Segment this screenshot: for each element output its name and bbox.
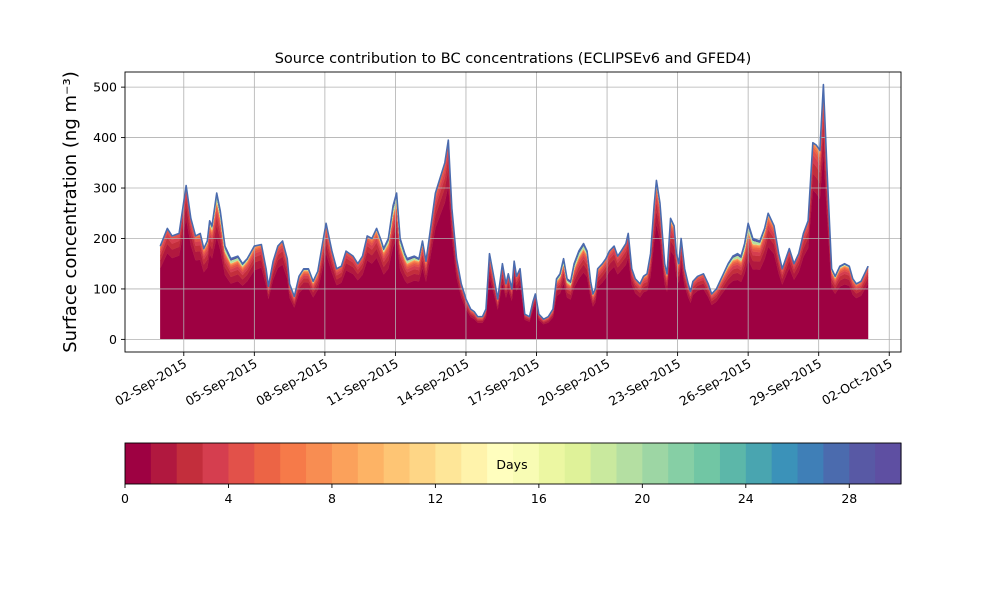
colorbar-swatch-4 [228, 443, 255, 484]
colorbar-swatch-18 [590, 443, 618, 484]
colorbar-swatch-23 [719, 443, 747, 484]
colorbar-tick-label: 24 [738, 491, 754, 506]
colorbar-swatch-17 [564, 443, 592, 484]
colorbar-swatch-22 [694, 443, 721, 484]
y-tick-label: 100 [93, 281, 117, 296]
y-tick-label: 500 [93, 80, 117, 95]
colorbar-swatch-2 [176, 443, 204, 484]
colorbar-swatch-16 [538, 443, 566, 484]
colorbar-swatch-3 [202, 443, 230, 484]
colorbar-tick-label: 8 [328, 491, 336, 506]
colorbar-swatch-12 [435, 443, 462, 484]
colorbar-swatch-5 [254, 443, 281, 484]
colorbar-swatch-7 [306, 443, 333, 484]
colorbar-swatch-29 [875, 443, 902, 484]
colorbar-swatch-24 [745, 443, 773, 484]
colorbar-tick-label: 28 [841, 491, 857, 506]
colorbar-swatch-25 [771, 443, 799, 484]
chart-title: Source contribution to BC concentrations… [275, 51, 752, 67]
colorbar-swatch-6 [280, 443, 307, 484]
y-tick-label: 0 [109, 332, 117, 347]
total-line-group [159, 83, 869, 321]
y-tick-label: 200 [93, 231, 117, 246]
colorbar-swatch-1 [150, 443, 178, 484]
colorbar-label: Days [496, 457, 527, 472]
colorbar-swatch-8 [331, 443, 359, 484]
colorbar-ticks: 0 4 8 12 16 20 24 28 [121, 484, 857, 506]
y-axis-label: Surface concentration (ng m⁻³) [60, 71, 81, 353]
colorbar-swatch-10 [383, 443, 411, 484]
y-tick-label: 300 [93, 181, 117, 196]
colorbar-tick-label: 0 [121, 491, 129, 506]
colorbar-tick-label: 16 [531, 491, 547, 506]
total-concentration-line [159, 83, 869, 321]
plot-frame [124, 71, 902, 353]
colorbar-swatch-26 [797, 443, 824, 484]
colorbar-swatch-13 [461, 443, 488, 484]
y-tick-label: 400 [93, 130, 117, 145]
colorbar-tick-label: 20 [634, 491, 650, 506]
colorbar-swatch-9 [357, 443, 385, 484]
colorbar-tick-label: 12 [427, 491, 443, 506]
colorbar-swatch-14 [487, 443, 514, 484]
colorbar-frame [124, 442, 902, 485]
colorbar-swatch-11 [409, 443, 436, 484]
colorbar-swatch-0 [125, 443, 152, 484]
colorbar-tick-label: 4 [224, 491, 232, 506]
colorbar-swatch-28 [849, 443, 876, 484]
colorbar-swatch-20 [642, 443, 669, 484]
y-axis-ticks: 0 100 200 300 400 500 [93, 80, 125, 347]
colorbar-swatch-19 [616, 443, 643, 484]
grid-lines [125, 72, 901, 352]
colorbar-swatch-21 [668, 443, 695, 484]
colorbar-swatch-15 [513, 443, 540, 484]
colorbar-swatch-27 [823, 443, 850, 484]
colorbar [125, 443, 902, 484]
